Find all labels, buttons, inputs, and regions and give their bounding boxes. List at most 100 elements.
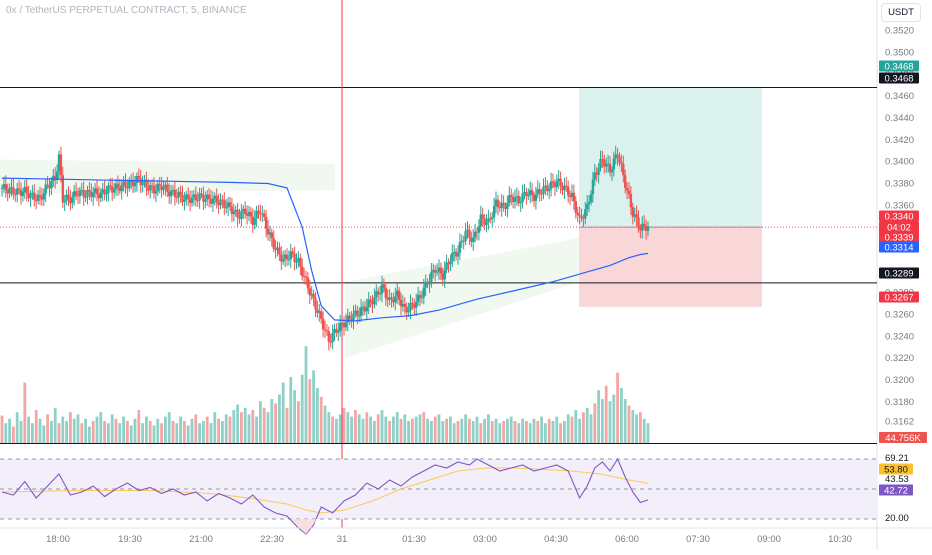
candle-body	[454, 251, 458, 257]
candle-body	[565, 185, 568, 187]
price-label-text: 0.3339	[884, 233, 913, 244]
candle-body	[605, 163, 608, 167]
candle-body	[460, 240, 463, 243]
candle-body	[268, 232, 272, 235]
volume-bar	[259, 401, 262, 443]
candle-body	[67, 194, 70, 198]
candle-body	[217, 202, 220, 206]
volume-bar	[426, 418, 429, 443]
x-tick-label: 06:00	[615, 534, 639, 545]
candle-body	[69, 197, 72, 204]
candle-body	[135, 176, 139, 183]
candle-body	[572, 192, 576, 202]
candle-body	[242, 208, 245, 212]
candle-body	[287, 259, 291, 261]
volume-bar	[376, 414, 380, 443]
volume-bar	[395, 412, 399, 443]
candle-body	[188, 199, 192, 204]
candle-body	[236, 209, 239, 218]
candle-body	[97, 194, 101, 199]
candle-body	[325, 330, 329, 332]
x-tick-label: 22:30	[260, 534, 284, 545]
candle-body	[614, 154, 617, 159]
candle-body	[4, 184, 7, 191]
candle-body	[295, 261, 298, 263]
volume-bar	[114, 418, 118, 443]
candle-body	[361, 306, 365, 308]
candle-body	[546, 185, 549, 192]
x-tick-label: 07:30	[686, 534, 710, 545]
candle-body	[403, 303, 406, 307]
volume-bar	[445, 418, 448, 443]
candle-body	[38, 194, 42, 197]
candle-body	[397, 290, 401, 300]
volume-bar	[270, 399, 274, 443]
volume-bar	[460, 418, 464, 443]
candle-body	[603, 159, 606, 167]
candle-body	[359, 307, 363, 316]
candle-body	[196, 200, 199, 202]
volume-bar	[266, 412, 270, 443]
candle-body	[95, 188, 99, 195]
volume-bar	[224, 414, 228, 443]
candle-body	[274, 248, 277, 251]
candle-body	[99, 192, 102, 199]
volume-bar	[164, 416, 167, 443]
candle-body	[130, 180, 133, 182]
volume-bar	[361, 418, 365, 443]
candle-body	[428, 281, 431, 285]
volume-bar	[141, 423, 144, 443]
price-label-box	[879, 241, 919, 253]
volume-bar	[262, 407, 266, 443]
candle-body	[173, 189, 177, 197]
price-label-box	[879, 267, 919, 279]
candle-body	[631, 207, 634, 217]
currency-button[interactable]: USDT	[881, 3, 921, 22]
volume-bar	[110, 414, 114, 443]
candle-body	[329, 341, 332, 343]
volume-bar	[642, 418, 646, 443]
volume-bar	[232, 410, 236, 443]
candle-body	[462, 240, 465, 242]
candle-body	[578, 215, 581, 217]
candle-body	[244, 208, 247, 215]
candle-body	[620, 162, 623, 165]
volume-bar	[129, 425, 133, 443]
candle-body	[238, 217, 241, 219]
x-tick-label: 09:00	[757, 534, 781, 545]
candle-body	[27, 193, 30, 199]
rsi-tick-label: 69.21	[885, 453, 909, 464]
candle-body	[597, 168, 600, 175]
volume-bar	[331, 416, 334, 443]
candle-body	[33, 192, 36, 200]
volume-bar	[209, 423, 213, 443]
candle-body	[386, 297, 389, 300]
candle-body	[251, 216, 254, 225]
volume-bar	[563, 421, 566, 443]
candle-body	[580, 216, 583, 218]
candle-body	[472, 237, 475, 242]
candle-body	[511, 196, 515, 202]
price-label-text: 0.3267	[884, 293, 913, 304]
candle-body	[145, 179, 148, 188]
y-tick-label: 0.3500	[885, 48, 914, 59]
volume-bar	[293, 390, 296, 443]
candle-body	[80, 190, 83, 192]
candle-body	[207, 194, 211, 199]
volume-bar	[278, 394, 281, 443]
volume-bar	[601, 399, 604, 443]
volume-bar	[38, 418, 42, 443]
candle-body	[599, 159, 602, 169]
candle-body	[416, 294, 420, 302]
candle-body	[519, 202, 522, 204]
price-label-box	[879, 231, 919, 243]
volume-bar	[456, 421, 460, 443]
candle-body	[553, 183, 557, 188]
candle-body	[487, 218, 490, 222]
volume-bar	[551, 421, 555, 443]
candle-body	[627, 190, 631, 195]
volume-bar	[403, 414, 407, 443]
candle-body	[158, 183, 161, 186]
candle-body	[280, 254, 283, 262]
